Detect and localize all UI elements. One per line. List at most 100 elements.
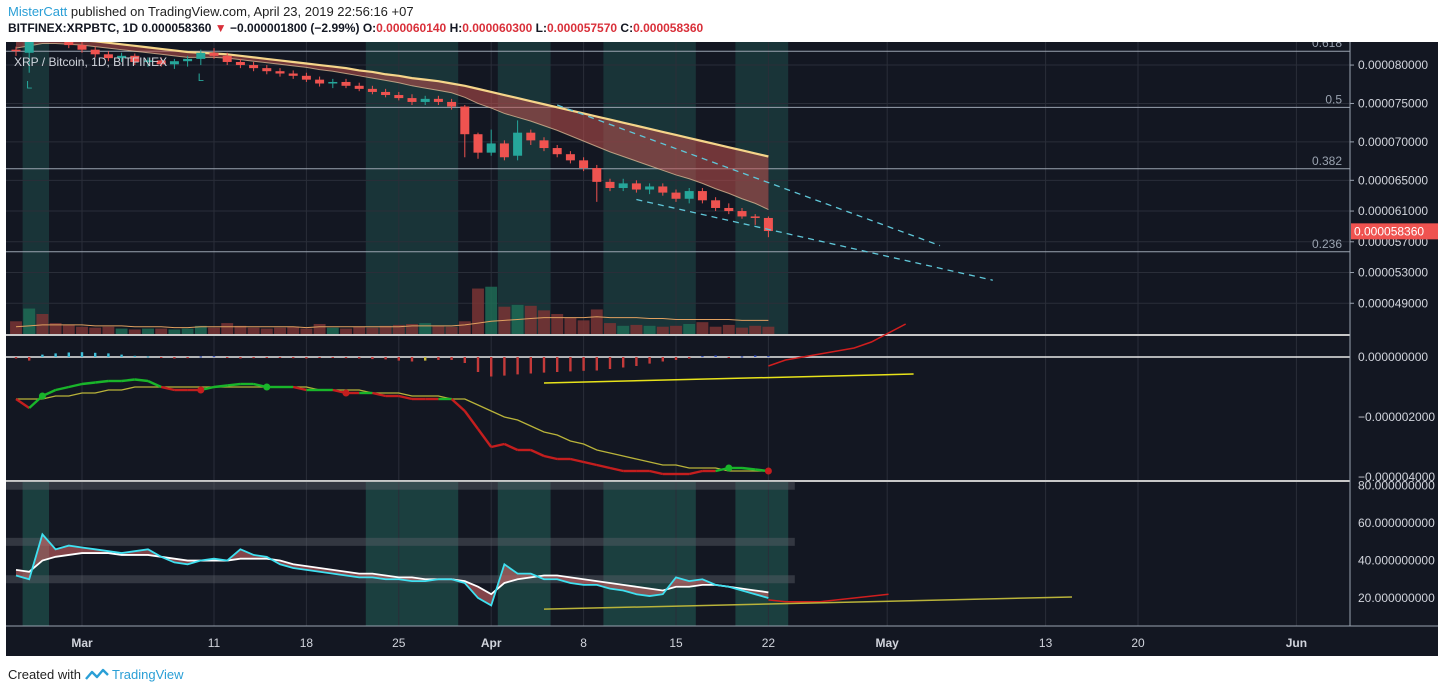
macd-line-segment [292,385,307,392]
candle-body [711,200,721,208]
macd-histogram-bar [371,357,374,360]
candle-body [513,132,523,156]
open-value: 0.000060140 [376,21,447,35]
macd-histogram-bar [714,355,717,357]
macd-histogram-bar [186,357,189,359]
volume-bar [194,325,207,334]
last-price: 0.000058360 [141,21,212,35]
candle-body [222,55,232,62]
ema-cloud [16,37,769,210]
candle-body [367,88,377,92]
candle-body [433,98,443,102]
volume-bar [49,323,62,334]
volume-bar [23,308,36,334]
candle-body [301,75,311,80]
volume-bar [736,327,748,334]
macd-histogram-bar [582,357,585,371]
macd-histogram-bar [305,357,308,359]
volume-bar [76,326,88,334]
macd-line-segment [68,382,83,389]
volume-bar [155,328,168,334]
macd-histogram-bar [67,352,70,357]
long-marker: L [198,72,204,84]
volume-bar [10,321,22,334]
candle-body [473,134,483,153]
macd-line-segment [134,378,149,383]
rsi-level-band [6,537,795,546]
rsi-tick-label: 80.000000000 [1358,479,1435,493]
rsi-forecast-line [768,593,889,603]
macd-cross-dot [725,464,733,472]
candle-body [288,73,298,76]
macd-histogram-bar [569,357,572,372]
candle-body [394,95,404,99]
macd-histogram-bar [397,357,400,361]
macd-line-segment [688,469,703,476]
macd-line-segment [147,379,162,389]
volume-bar [630,324,643,334]
candle-body [130,55,140,62]
low-value: 0.000057570 [547,21,618,35]
macd-histogram-bar [212,356,216,358]
macd-line-segment [227,382,241,387]
volume-bar [472,288,484,334]
volume-bar [458,321,471,334]
time-tick-label: 15 [669,636,683,650]
macd-histogram-bar [384,357,387,360]
macd-cross-dot [197,386,205,394]
macd-histogram-bar [661,357,664,362]
author-name[interactable]: MisterCatt [8,4,68,19]
volume-bar [538,310,550,334]
candle-body [183,58,193,62]
time-tick-label: 8 [580,636,587,650]
rsi-tick-label: 40.000000000 [1358,554,1435,568]
highlight-band-price [22,42,49,334]
macd-cross-dot [38,392,46,400]
macd-histogram-bar [107,353,110,357]
macd-histogram-bar [727,357,730,358]
candle-body [763,217,773,232]
candle-body [684,191,694,199]
tradingview-brand[interactable]: TradingView [112,667,184,682]
time-tick-label: 20 [1131,636,1145,650]
high-label: H: [449,21,463,35]
candle-body [486,143,496,153]
candle-body [526,132,536,141]
volume-bar [749,325,762,334]
candle-body [156,60,166,65]
candle-body [631,183,641,190]
candle-body [658,186,668,193]
candle-body [447,101,457,107]
macd-histogram-bar [41,354,44,357]
macd-line-segment [477,428,493,448]
volume-bar [670,325,682,334]
macd-line-segment [450,398,466,412]
macd-histogram-bar [54,353,57,357]
candle-body [737,211,747,217]
macd-line-segment [570,457,584,464]
ema-fast-line [15,43,769,210]
volume-bar [247,327,260,334]
volume-bar [208,327,220,334]
volume-bar [115,328,128,334]
last-price-tag [1351,223,1438,240]
macd-histogram-bar [595,357,598,371]
candle-body [407,98,417,102]
macd-histogram-bar [688,357,691,359]
macd-histogram-bar [292,357,295,359]
created-with-text: Created with [8,667,81,682]
time-tick-label: 11 [208,636,221,650]
macd-histogram-bar [199,356,202,358]
macd-forecast-line [768,323,907,367]
time-axis-background [6,626,1438,656]
candle-body [196,52,206,59]
volume-ma-line [15,316,769,329]
macd-signal-line [16,386,769,472]
macd-histogram-bar [622,357,625,368]
macd-line-segment [398,394,413,401]
macd-line-segment [596,463,611,470]
rsi-slow-line [15,552,769,596]
volume-bar [577,320,590,334]
